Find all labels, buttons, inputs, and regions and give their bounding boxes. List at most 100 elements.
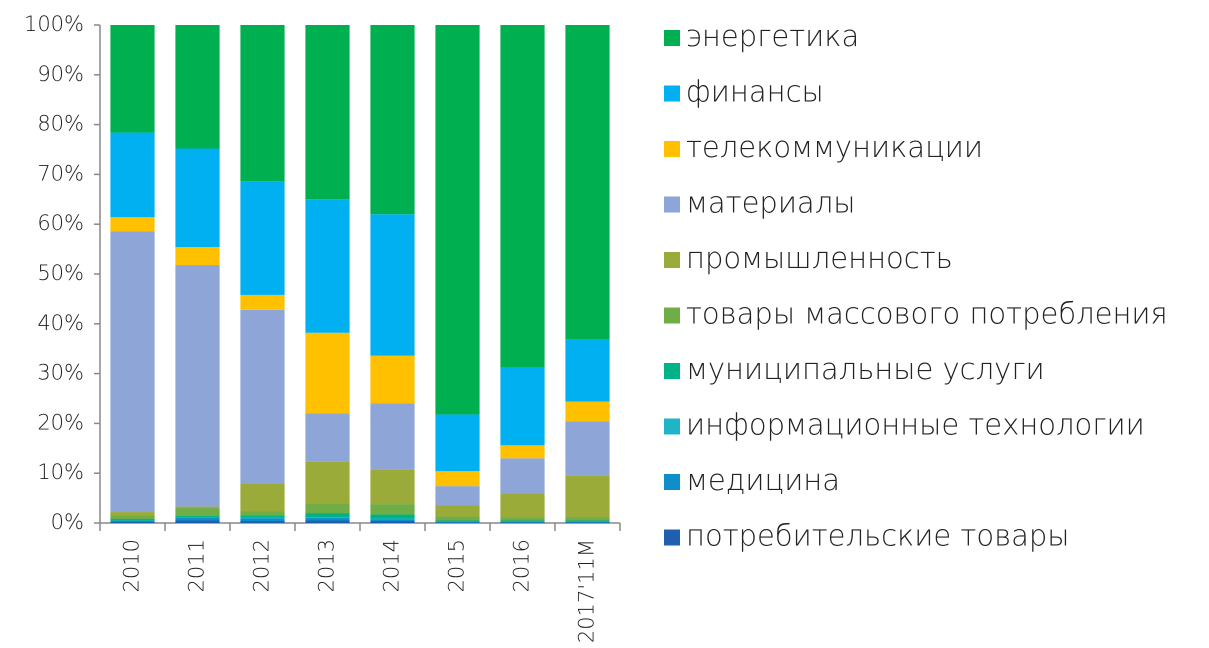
bar-segment — [240, 294, 285, 310]
bar-segment — [565, 421, 610, 476]
bar-segment — [175, 520, 220, 523]
y-tick-label: 10% — [37, 460, 84, 484]
bar-segment — [110, 522, 155, 523]
legend-swatch — [664, 363, 680, 379]
bar-segment — [370, 25, 415, 215]
legend-swatch — [664, 307, 680, 324]
y-tick-label: 30% — [37, 361, 84, 385]
bar-segment — [565, 339, 610, 402]
bar-segment — [565, 517, 610, 521]
bar-segment — [175, 506, 220, 509]
y-tick-label: 0% — [51, 510, 84, 534]
x-tick-label: 2015 — [445, 539, 469, 592]
legend-label: материалы — [686, 186, 855, 220]
bar-segment — [175, 25, 220, 149]
bar-segment — [110, 25, 155, 133]
legend-swatch — [664, 141, 680, 157]
bar-segment — [305, 413, 350, 462]
legend-swatch — [664, 474, 680, 490]
bar-segment — [370, 403, 415, 470]
bar-segment — [435, 505, 480, 517]
y-tick-label: 80% — [37, 112, 84, 136]
bar-segment — [305, 503, 350, 514]
bar-segment — [240, 517, 285, 519]
bar-segment — [240, 25, 285, 182]
x-tick-label: 2011 — [185, 539, 209, 592]
legend-swatch — [664, 85, 680, 102]
bar-segment — [435, 486, 480, 506]
legend-label: муниципальные услуги — [686, 352, 1045, 386]
legend-label: телекоммуникации — [686, 130, 983, 164]
bar-segment — [175, 516, 220, 518]
legend-label: потребительские товары — [686, 519, 1069, 553]
bar-segment — [175, 148, 220, 248]
y-tick-label: 60% — [37, 211, 84, 235]
bar-segment — [110, 231, 155, 513]
legend-swatch — [664, 30, 680, 46]
bar-segment — [240, 483, 285, 512]
bar-segment — [305, 520, 350, 523]
legend-label: товары массового потребления — [686, 297, 1168, 331]
x-tick-label: 2012 — [250, 539, 274, 592]
bar-segment — [500, 445, 545, 459]
bar-segment — [110, 519, 155, 521]
bar-segment — [240, 521, 285, 523]
bar-segment — [370, 469, 415, 505]
bar-segment — [565, 520, 610, 522]
bar-segment — [370, 355, 415, 404]
bar-segment — [370, 521, 415, 523]
bar-segment — [240, 511, 285, 516]
bar-segment — [305, 199, 350, 333]
x-tick-label: 2010 — [120, 539, 144, 592]
legend-label: информационные технологии — [686, 408, 1145, 442]
bar-segment — [305, 461, 350, 504]
bar-segment — [305, 513, 350, 518]
bar-segment — [175, 265, 220, 507]
bar-segment — [240, 518, 285, 522]
bar-segment — [500, 25, 545, 368]
legend-label: медицина — [686, 463, 840, 497]
x-tick-label: 2013 — [315, 539, 339, 592]
bar-segment — [110, 132, 155, 218]
y-tick-label: 90% — [37, 62, 84, 86]
bar-segment — [370, 514, 415, 519]
bar-segment — [370, 214, 415, 356]
x-tick-label: 2017'11M — [575, 539, 599, 643]
y-tick-label: 50% — [37, 261, 84, 285]
legend-swatch — [664, 196, 680, 213]
legend-swatch — [664, 252, 680, 268]
bar-segment — [500, 520, 545, 522]
bar-segment — [500, 517, 545, 521]
bar-segment — [305, 518, 350, 521]
bar-segment — [110, 512, 155, 516]
legend-label: промышленность — [686, 241, 953, 275]
bar-segment — [240, 309, 285, 484]
bar-segment — [500, 493, 545, 518]
bar-segment — [175, 518, 220, 521]
y-tick-label: 100% — [24, 12, 84, 36]
bar-segment — [110, 521, 155, 523]
bar-segment — [435, 414, 480, 472]
bar-segment — [435, 520, 480, 522]
bar-segment — [565, 25, 610, 340]
legend-swatch — [664, 418, 680, 435]
bar-segment — [175, 508, 220, 517]
legend-swatch — [664, 529, 680, 546]
bar-segment — [305, 332, 350, 414]
bar-segment — [305, 25, 350, 200]
bar-segment — [110, 515, 155, 520]
x-tick-label: 2016 — [510, 539, 534, 592]
legend-label: энергетика — [686, 19, 859, 53]
y-tick-label: 40% — [37, 311, 84, 335]
bar-segment — [370, 519, 415, 522]
bar-segment — [500, 367, 545, 446]
bar-segment — [565, 401, 610, 422]
bar-segment — [240, 181, 285, 295]
bar-segment — [110, 217, 155, 232]
bar-segment — [500, 458, 545, 494]
bar-segment — [240, 515, 285, 518]
y-tick-label: 20% — [37, 410, 84, 434]
bar-segment — [370, 504, 415, 515]
y-tick-label: 70% — [37, 161, 84, 185]
